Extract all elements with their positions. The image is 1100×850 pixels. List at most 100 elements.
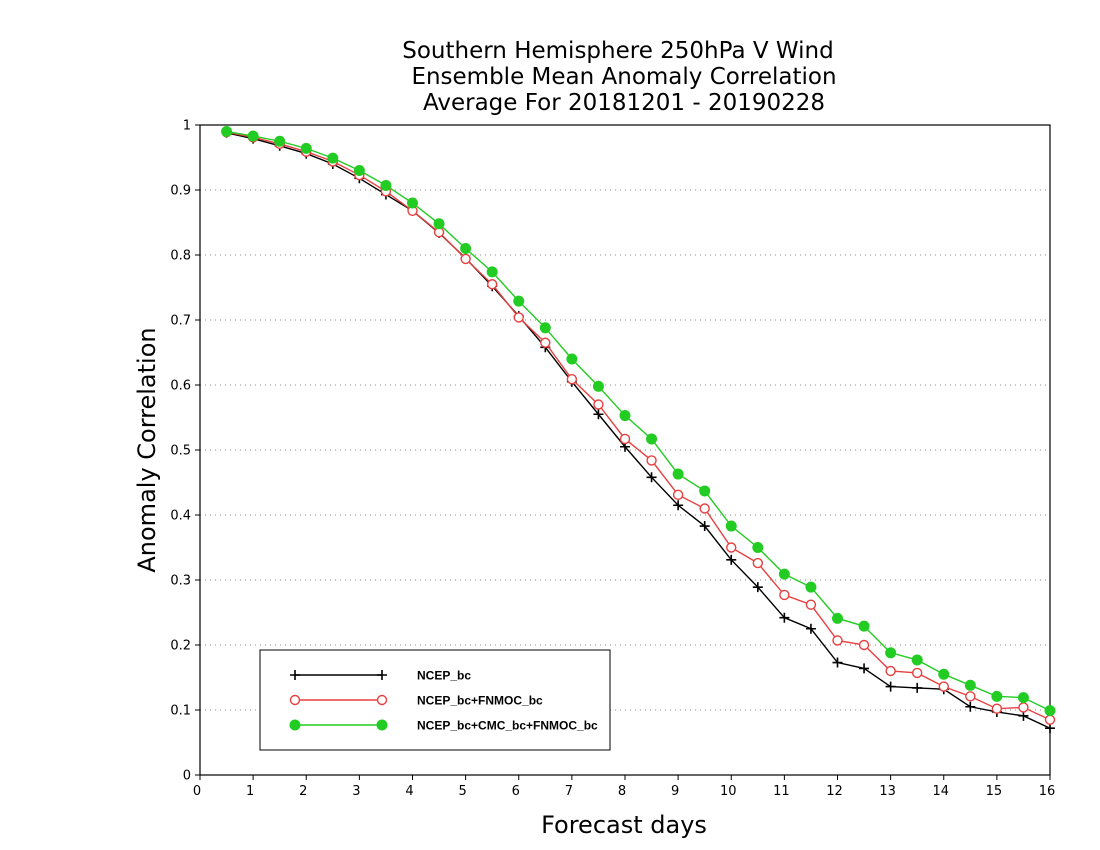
data-point (965, 701, 976, 712)
data-point (646, 433, 658, 445)
data-point (752, 582, 763, 593)
legend-entry: NCEP_bc+FNMOC_bc (289, 694, 543, 708)
data-point (752, 557, 764, 569)
data-point (778, 568, 790, 580)
series-1 (221, 127, 1055, 734)
series-line (226, 131, 1051, 721)
x-tick-label: 8 (618, 784, 626, 799)
data-point (592, 380, 604, 392)
data-point (1017, 692, 1029, 704)
legend: NCEP_bc NCEP_bc+FNMOC_bc NCEP_bc+CMC_bc+FN… (259, 649, 611, 751)
x-tick-label: 11 (773, 784, 790, 799)
legend-label: NCEP_bc+CMC_bc+FNMOC_bc (417, 719, 598, 733)
data-point (911, 654, 923, 666)
y-tick-label: 0.8 (170, 249, 191, 264)
y-tick-label: 0 (183, 769, 191, 784)
data-point (646, 472, 657, 483)
data-point (964, 679, 976, 691)
y-tick-label: 1 (183, 119, 191, 134)
data-point (619, 433, 631, 445)
legend-label: NCEP_bc (417, 669, 471, 683)
data-point (725, 520, 737, 532)
x-tick-label: 16 (1039, 784, 1056, 799)
data-point (486, 266, 498, 278)
legend-marker (290, 670, 300, 680)
data-point (805, 623, 816, 634)
x-tick-label: 4 (405, 784, 413, 799)
data-point (513, 312, 524, 323)
chart-title: Southern Hemisphere 250hPa V Wind Ensemb… (402, 38, 836, 116)
data-point (646, 455, 657, 466)
x-tick-label: 6 (512, 784, 520, 799)
x-tick-label: 0 (193, 784, 201, 799)
axes: 00.10.20.30.40.50.60.70.80.910 1 2 3 4 5 6 7 8 9 1… (170, 119, 1055, 800)
data-point (858, 620, 870, 632)
data-point (885, 665, 896, 677)
data-point (407, 197, 418, 209)
data-point (965, 691, 976, 702)
data-point (247, 130, 259, 142)
x-tick-label: 3 (352, 784, 360, 799)
data-point (726, 542, 737, 553)
data-point (938, 668, 950, 680)
data-point (221, 126, 233, 137)
data-series (221, 126, 1056, 734)
data-point (859, 663, 870, 674)
legend-entry: NCEP_bc+CMC_bc+FNMOC_bc (289, 719, 598, 733)
series-line (226, 130, 1051, 712)
data-point (858, 639, 870, 651)
data-point (672, 489, 684, 501)
legend-marker (289, 719, 301, 731)
data-point (619, 410, 631, 422)
x-axis-label: Forecast days (541, 811, 707, 839)
y-tick-label: 0.7 (170, 314, 191, 329)
data-point (912, 682, 923, 693)
series-line (226, 132, 1051, 729)
data-point (752, 542, 764, 553)
x-tick-label: 15 (986, 784, 1003, 799)
series-2 (221, 126, 1056, 725)
data-point (672, 468, 684, 480)
data-point (513, 295, 525, 307)
data-point (805, 599, 817, 610)
y-tick-label: 0.4 (170, 509, 191, 524)
data-point (1044, 714, 1056, 725)
data-point (593, 409, 604, 420)
data-point (832, 657, 843, 668)
y-tick-label: 0.5 (170, 444, 191, 459)
data-point (486, 279, 498, 290)
data-point (885, 647, 897, 659)
data-point (460, 253, 471, 265)
data-point (938, 681, 949, 692)
data-point (566, 353, 578, 365)
x-tick-label: 7 (565, 784, 573, 799)
x-tick-label: 9 (671, 784, 679, 799)
x-tick-label: 2 (299, 784, 307, 799)
data-point (991, 690, 1003, 702)
data-point (673, 500, 684, 511)
data-point (779, 612, 790, 623)
data-point (274, 135, 286, 147)
data-point (566, 373, 578, 385)
y-tick-label: 0.2 (170, 639, 191, 654)
legend-marker (289, 694, 301, 706)
data-point (832, 635, 843, 646)
legend-entry: NCEP_bc (290, 669, 471, 683)
x-tick-label: 5 (458, 784, 466, 799)
x-tick-label: 13 (879, 784, 896, 799)
data-point (911, 667, 923, 679)
data-point (726, 554, 737, 565)
data-point (460, 243, 472, 254)
y-tick-label: 0.1 (170, 704, 191, 719)
data-point (1018, 702, 1029, 713)
data-point (805, 581, 817, 593)
data-point (699, 503, 710, 514)
data-point (699, 521, 710, 532)
data-point (353, 165, 365, 176)
title-line-1: Southern Hemisphere 250hPa V Wind (402, 38, 833, 64)
data-point (1044, 705, 1056, 717)
data-point (593, 399, 604, 410)
data-point (699, 485, 711, 497)
data-point (433, 218, 445, 230)
